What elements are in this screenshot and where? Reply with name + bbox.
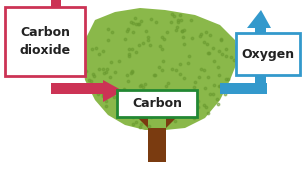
Polygon shape: [82, 8, 238, 130]
Polygon shape: [130, 105, 148, 128]
Text: Carbon
dioxide: Carbon dioxide: [19, 26, 71, 57]
FancyBboxPatch shape: [51, 0, 61, 37]
FancyBboxPatch shape: [51, 83, 103, 94]
FancyBboxPatch shape: [117, 90, 197, 117]
Polygon shape: [166, 105, 183, 128]
FancyBboxPatch shape: [5, 7, 85, 76]
FancyBboxPatch shape: [255, 28, 266, 88]
Text: Oxygen: Oxygen: [241, 48, 295, 60]
FancyBboxPatch shape: [236, 33, 300, 75]
FancyBboxPatch shape: [220, 83, 267, 94]
Text: Carbon: Carbon: [132, 96, 182, 109]
FancyBboxPatch shape: [148, 128, 166, 162]
Polygon shape: [247, 10, 271, 28]
Polygon shape: [103, 80, 123, 102]
